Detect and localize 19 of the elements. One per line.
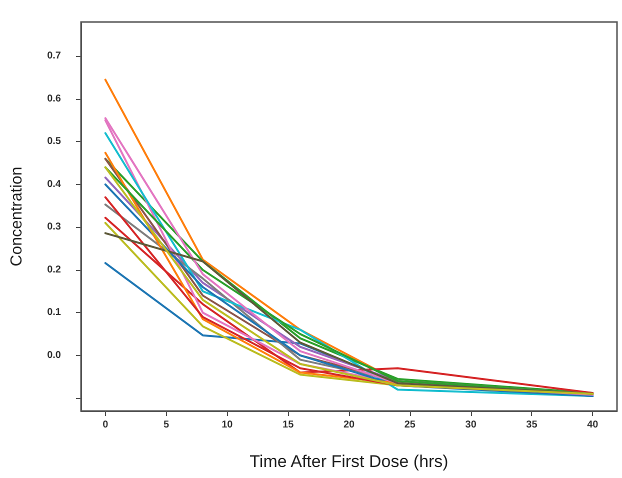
y-tick-label: 0.5 [47,136,62,148]
x-tick-label: 35 [526,420,538,430]
x-axis-title: Time After First Dose (hrs) [250,452,448,471]
y-tick-label: 0.7 [47,50,62,62]
y-tick-label: 0.3 [47,222,62,233]
x-tick-label: 15 [282,420,294,430]
y-tick-label: 0.1 [47,307,62,318]
x-tick-label: 10 [222,420,234,430]
x-tick-label: 25 [404,420,416,430]
y-tick-label: 0.0 [47,350,62,361]
y-tick-label: 0.6 [47,93,62,104]
y-tick-label: 0.2 [47,264,62,276]
x-tick-label: 5 [163,420,170,430]
y-tick-label: 0.4 [47,178,62,190]
x-tick-label: 20 [343,420,355,430]
x-tick-label: 0 [102,420,109,430]
x-tick-label: 40 [587,420,599,430]
x-tick-label: 30 [465,420,477,430]
y-axis-title: Concentration [8,166,26,266]
